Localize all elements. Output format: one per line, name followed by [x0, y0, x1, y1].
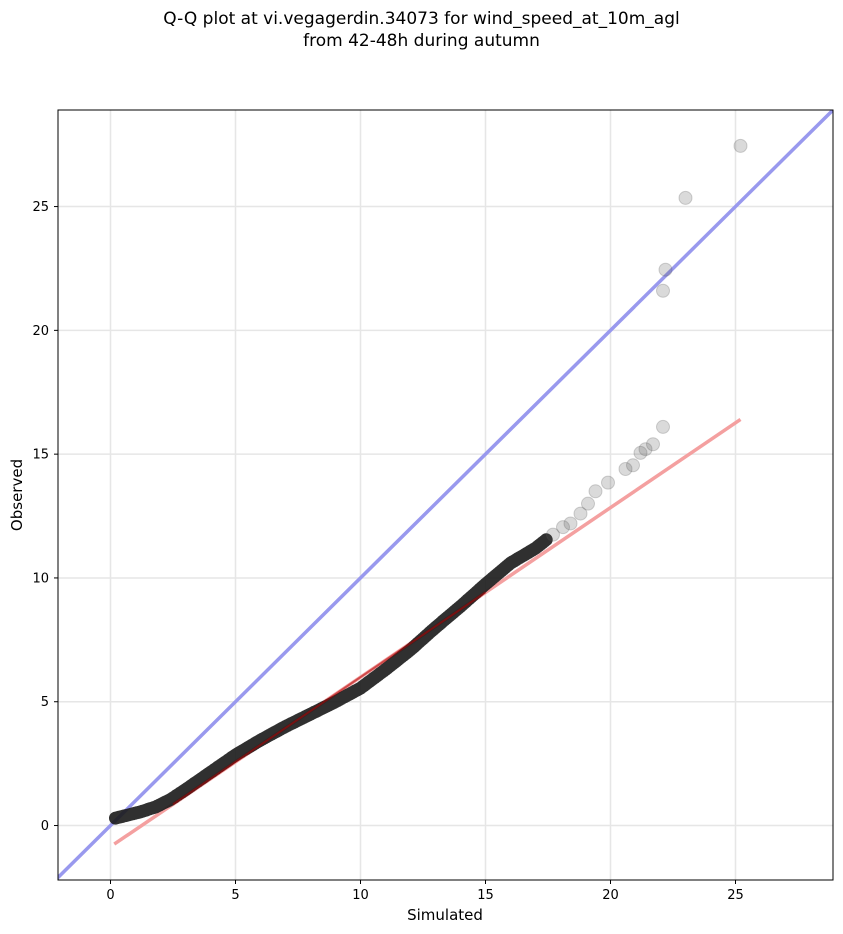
plot-frame: [57, 109, 834, 881]
x-tick-label: 15: [477, 888, 494, 903]
data-point: [638, 442, 653, 457]
data-point: [633, 445, 648, 460]
y-tick-label: 20: [32, 324, 49, 339]
plot-marks: [58, 110, 833, 880]
dense-quantile-points: [109, 533, 553, 825]
reference-line: [58, 110, 833, 880]
y-tick-label: 15: [32, 448, 49, 463]
chart-title-line-2: from 42-48h during autumn: [303, 31, 540, 51]
data-point: [556, 520, 570, 535]
chart-title: Q-Q plot at vi.vegagerdin.34073 for wind…: [0, 8, 843, 52]
x-tick-label: 20: [602, 888, 619, 903]
data-point: [646, 437, 660, 452]
x-axis-label: Simulated: [407, 906, 483, 924]
x-tick-label: 10: [352, 888, 369, 903]
data-point: [626, 458, 640, 473]
x-tick-label: 25: [727, 888, 744, 903]
data-point: [563, 516, 578, 531]
data-point: [573, 506, 588, 521]
y-tick-label: 25: [32, 200, 49, 215]
data-point: [588, 484, 603, 499]
chart-title-line-1: Q-Q plot at vi.vegagerdin.34073 for wind…: [163, 9, 680, 29]
data-point: [581, 496, 595, 511]
y-tick-label: 0: [41, 819, 49, 834]
x-tick-label: 5: [231, 888, 239, 903]
data-point: [733, 138, 748, 153]
data-point: [601, 475, 615, 490]
data-point: [678, 190, 693, 205]
fit-line-overlay: [172, 591, 487, 806]
x-tick-label: 0: [106, 888, 114, 903]
data-point: [658, 262, 673, 277]
data-point: [618, 462, 633, 477]
axis-ticks: 0 5 10 15 20 25 0 5 10 15 20 25: [32, 200, 743, 903]
data-point: [656, 283, 670, 298]
y-axis-label: Observed: [8, 459, 26, 531]
data-point: [546, 527, 560, 542]
y-tick-label: 10: [32, 571, 49, 586]
data-point: [656, 419, 670, 434]
y-tick-label: 5: [41, 695, 49, 710]
